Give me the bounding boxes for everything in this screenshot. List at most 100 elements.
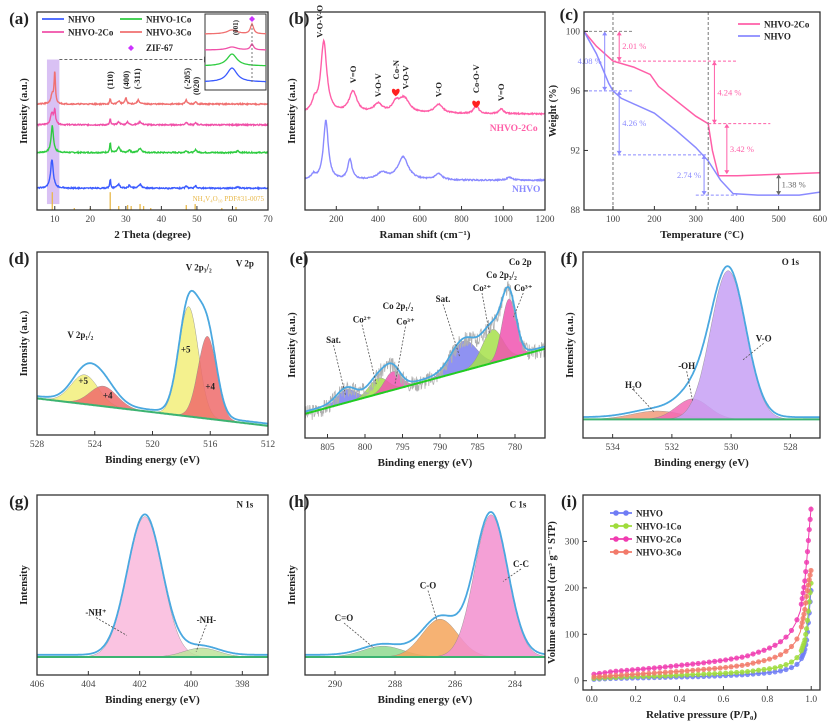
- data-point: [657, 670, 663, 676]
- y-axis-label: Volume adsorbed (cm³ g⁻¹ STP): [547, 521, 558, 664]
- arrow-head: [711, 119, 717, 124]
- difference-arrow: 2.74 %: [677, 154, 707, 196]
- x-tick-label: 0.2: [630, 695, 642, 705]
- data-point: [761, 670, 767, 676]
- data-point: [728, 664, 734, 670]
- legend-item-nhvo-2co: NHVO-2Co: [738, 20, 810, 30]
- leader-line: [633, 389, 655, 413]
- x-tick-label: 512: [261, 440, 276, 450]
- envelope-line: [305, 511, 545, 656]
- x-axis-label: Raman shift (cm⁻¹): [380, 229, 471, 241]
- data-point: [783, 662, 789, 668]
- data-point: [706, 659, 712, 665]
- data-point: [657, 664, 663, 671]
- legend-label: NHVO-3Co: [636, 548, 682, 558]
- leader-line: [394, 326, 406, 385]
- data-point: [783, 648, 789, 654]
- panel-label: (d): [9, 249, 30, 268]
- x-tick-label: 406: [30, 680, 45, 690]
- series-label: NHVO: [512, 185, 540, 195]
- x-tick-label: 528: [783, 443, 798, 453]
- data-point: [808, 506, 814, 512]
- x-tick-label: 398: [235, 680, 250, 690]
- x-tick-label: 516: [203, 440, 218, 450]
- x-axis-label: Relative pressure (P/P₀): [646, 709, 757, 721]
- peak-label: V-O-V: [401, 64, 411, 89]
- series-line-nhvo-2co: [305, 38, 545, 116]
- data-point: [618, 672, 625, 678]
- data-point: [804, 617, 811, 623]
- x-tick-label: 780: [508, 443, 523, 453]
- y-tick-label: 100: [566, 27, 581, 37]
- legend-label: NHVO-1Co: [636, 522, 682, 532]
- peak-annotation: V 2p₁/₂: [67, 330, 93, 340]
- data-point: [635, 666, 641, 672]
- data-point: [744, 653, 751, 659]
- data-point: [673, 672, 679, 678]
- peak-label: (400): [121, 71, 131, 90]
- legend-label: NHVO: [68, 15, 95, 25]
- data-point: [706, 671, 712, 677]
- legend-label: NHVO: [636, 509, 663, 519]
- data-point: [766, 645, 773, 651]
- series-line-nhvo: [305, 119, 545, 183]
- data-point: [804, 549, 811, 555]
- component-label: +4: [103, 390, 113, 400]
- x-tick-label: 600: [413, 215, 428, 225]
- peak-label: V-O-V-O: [315, 5, 325, 38]
- data-point: [766, 669, 773, 676]
- plot-frame: [583, 11, 821, 211]
- x-tick-label: 400: [184, 680, 199, 690]
- x-axis-label: 2 Theta (degree): [114, 229, 191, 241]
- x-tick-label: 50: [192, 215, 202, 225]
- legend-item-nhvo-2co: NHVO-2Co: [42, 28, 114, 38]
- data-point: [807, 572, 813, 578]
- data-point: [750, 651, 756, 657]
- legend-marker: [623, 536, 629, 542]
- data-point: [772, 642, 778, 648]
- x-tick-label: 1000: [494, 215, 513, 225]
- x-tick-label: 200: [329, 215, 344, 225]
- data-point: [695, 667, 701, 673]
- inset-curve: [205, 53, 266, 67]
- legend-item-zif67: ZIF-67: [128, 43, 174, 53]
- peak-annotation: Co 2p: [509, 257, 532, 267]
- difference-arrow: 4.08 %: [578, 31, 608, 91]
- data-point: [788, 627, 795, 634]
- peak-annotation: -NH-: [197, 615, 217, 625]
- legend-item-nhvo-1co: NHVO-1Co: [610, 522, 682, 532]
- envelope-line: [37, 513, 268, 656]
- data-point: [777, 668, 784, 674]
- data-point: [673, 669, 679, 675]
- data-point: [651, 670, 657, 676]
- series-line-nhvo-3co: [37, 71, 268, 107]
- data-point: [804, 626, 810, 632]
- leader-line: [686, 371, 694, 401]
- data-point: [723, 670, 729, 676]
- arrow-head: [776, 174, 782, 179]
- series-line-nhvo-1co: [37, 125, 268, 155]
- legend-marker: [613, 549, 619, 555]
- data-point: [662, 669, 668, 675]
- weight-loss-label: 4.26 %: [622, 118, 646, 128]
- y-axis-label: Intensity (a.u.): [19, 310, 30, 376]
- data-point: [618, 668, 625, 674]
- data-point: [739, 654, 745, 660]
- zif67-marker-icon: [249, 16, 255, 22]
- peak-label: (110): [105, 71, 115, 89]
- data-point: [690, 671, 696, 678]
- panel-h: C 1s C=O C-O C-C 290 288 286 284 Binding energy …: [287, 492, 546, 706]
- legend-label: NHVO-1Co: [146, 15, 192, 25]
- data-point: [802, 637, 808, 643]
- legend-label: NHVO: [764, 32, 791, 42]
- x-tick-label: 520: [145, 440, 160, 450]
- x-tick-label: 30: [121, 215, 131, 225]
- data-point: [799, 595, 805, 602]
- data-point: [651, 665, 657, 671]
- component-label: +4: [205, 381, 215, 391]
- leader-line: [427, 590, 438, 622]
- data-point: [801, 611, 807, 617]
- leader-line: [742, 342, 764, 361]
- x-tick-label: 286: [448, 680, 463, 690]
- data-point: [602, 673, 608, 679]
